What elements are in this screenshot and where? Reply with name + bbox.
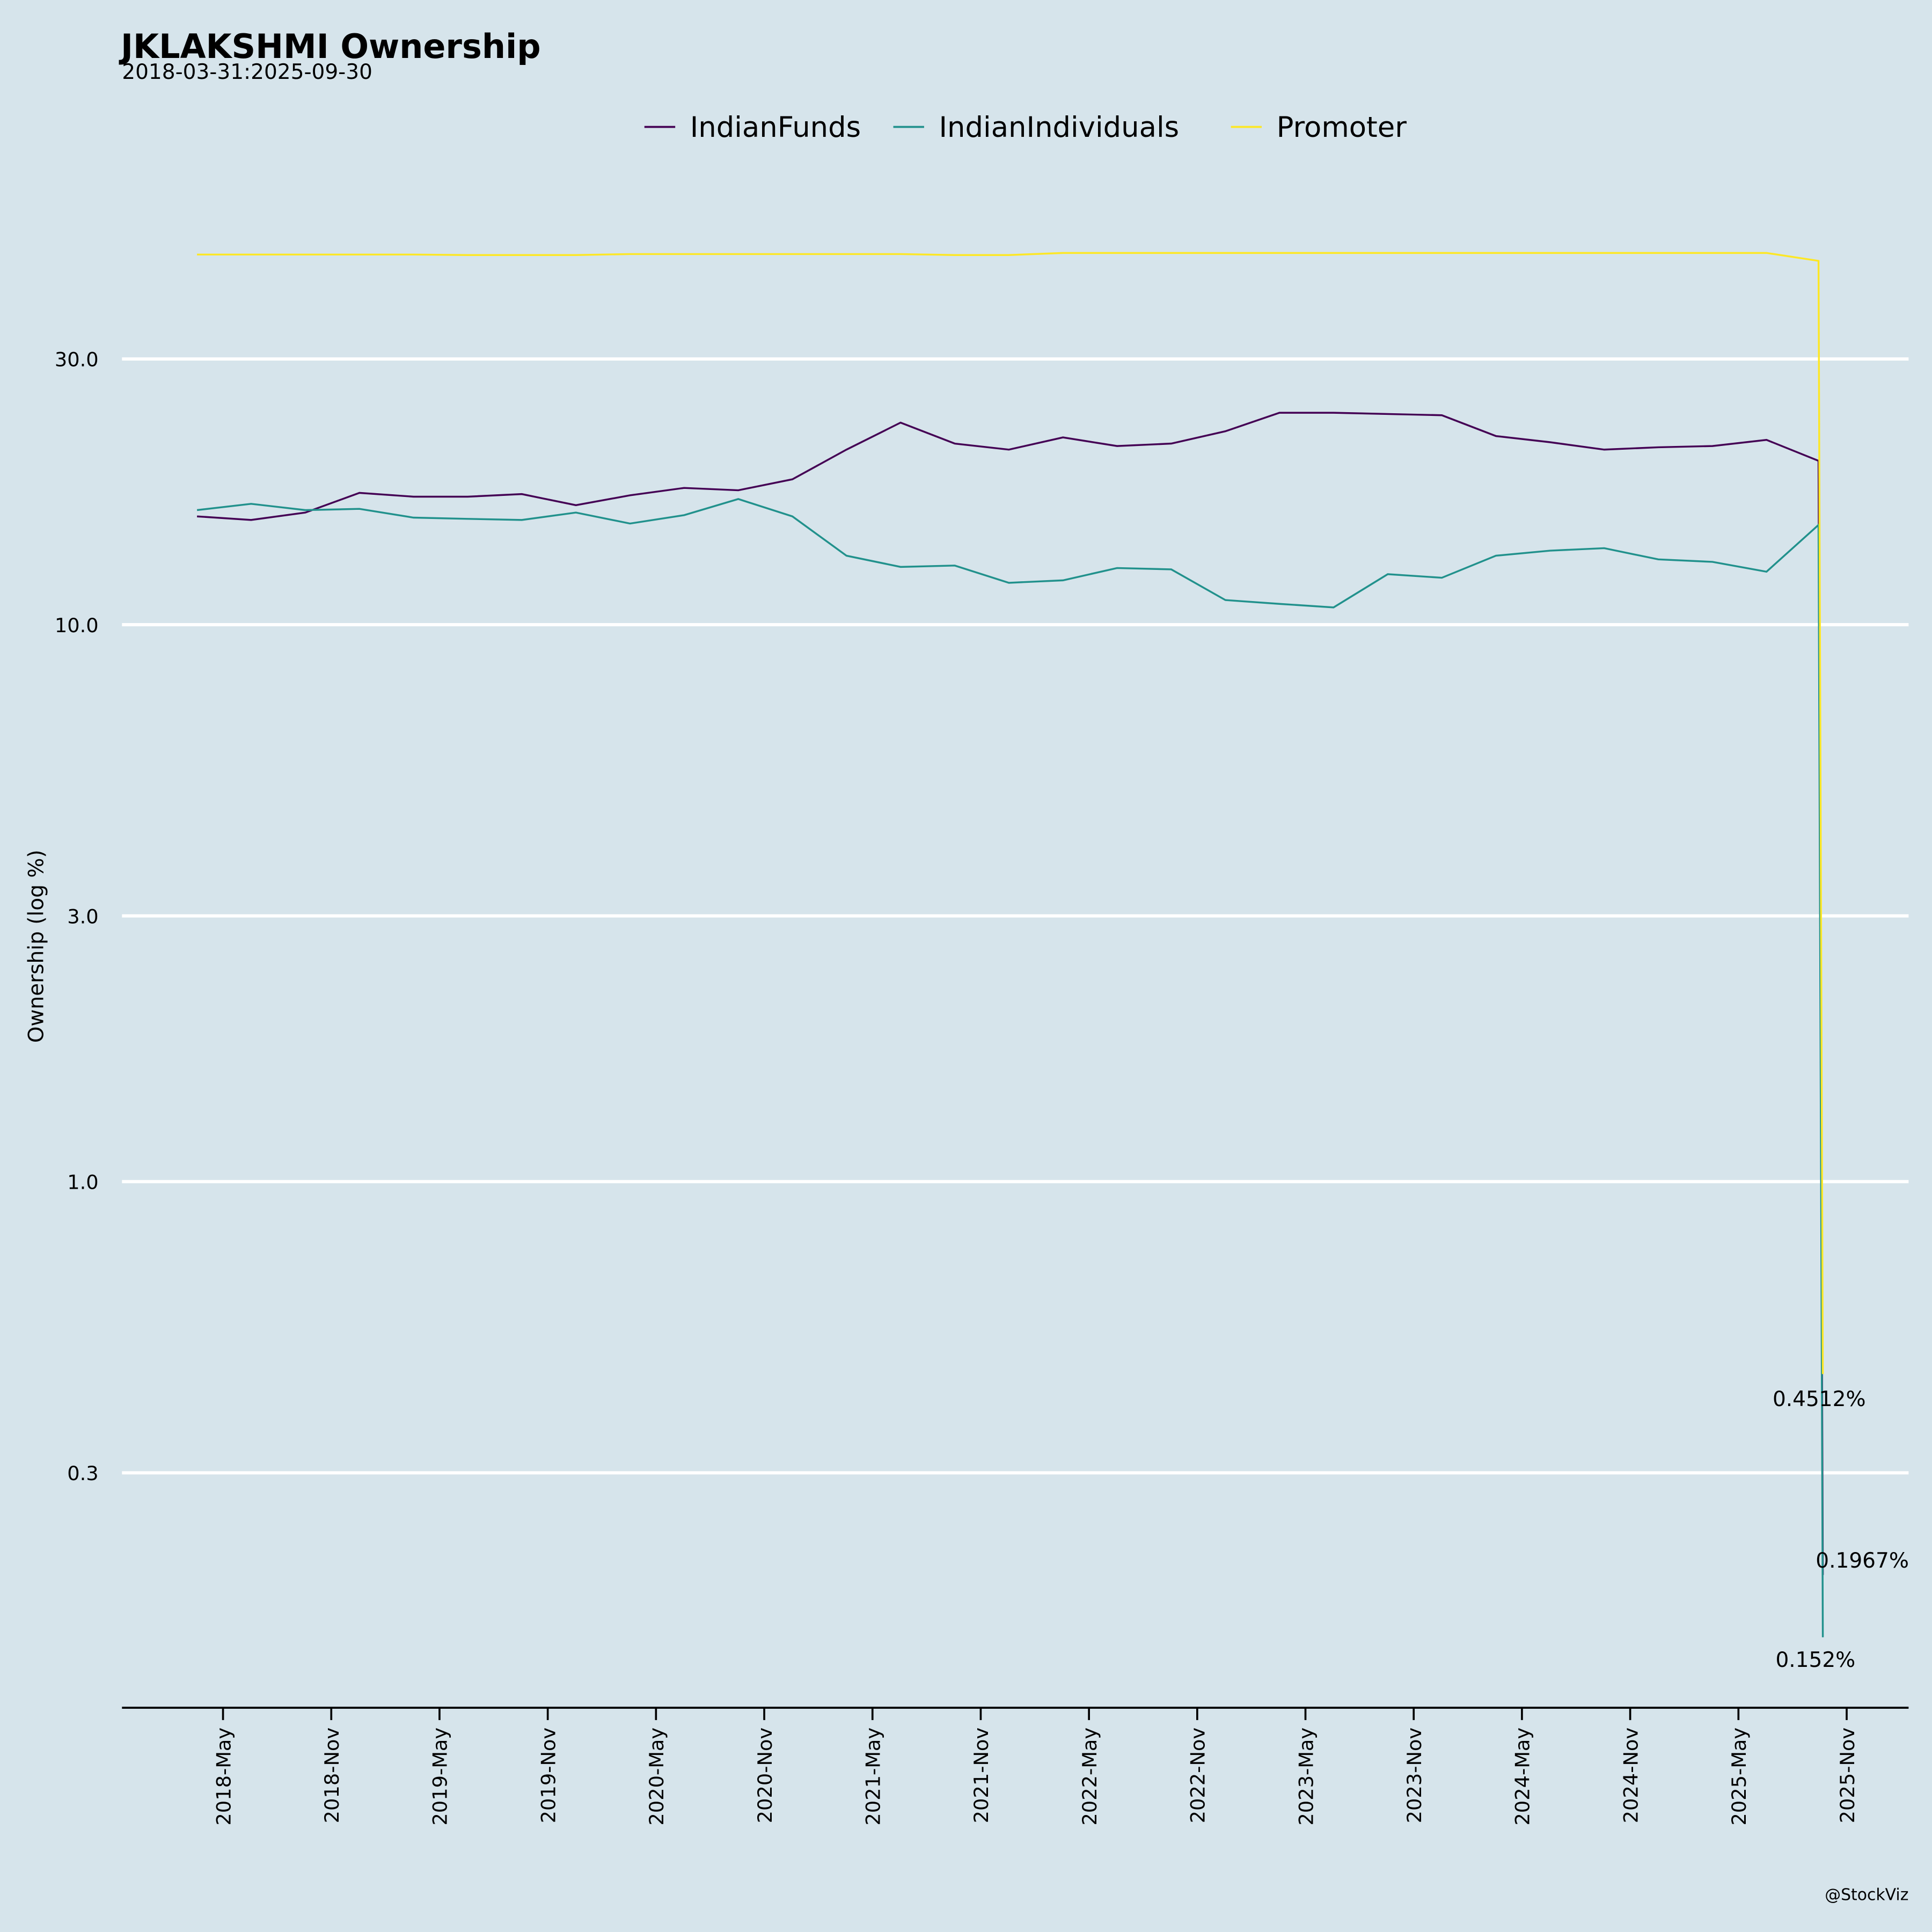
x-tick-label: 2020-Nov	[753, 1728, 777, 1823]
legend-label: IndianIndividuals	[939, 111, 1179, 144]
value-annotation: 0.152%	[1775, 1648, 1855, 1672]
x-tick-label: 2020-May	[645, 1728, 668, 1826]
annotations: 0.4512% 0.1967% 0.152%	[1773, 1387, 1909, 1672]
credit-label: @StockViz	[1825, 1885, 1908, 1904]
x-axis-ticks: 2018-May 2018-Nov 2019-May 2019-Nov 2020-May…	[212, 1708, 1859, 1826]
x-tick-label: 2019-May	[429, 1728, 452, 1826]
chart-title: JKLAKSHMI Ownership	[119, 27, 541, 66]
x-tick-label: 2021-May	[862, 1728, 885, 1826]
x-tick-label: 2024-May	[1511, 1728, 1534, 1826]
x-tick-label: 2024-Nov	[1619, 1728, 1642, 1823]
x-tick-label: 2022-May	[1078, 1728, 1101, 1826]
series-lines	[196, 252, 1824, 1637]
series-line-indianfunds	[197, 412, 1824, 1575]
y-tick-label: 3.0	[67, 905, 98, 928]
x-tick-label: 2025-May	[1728, 1728, 1751, 1826]
value-annotation: 0.4512%	[1773, 1387, 1866, 1411]
x-tick-label: 2022-Nov	[1187, 1728, 1210, 1823]
y-axis-ticks: 30.0 10.0 3.0 1.0 0.3	[55, 348, 99, 1485]
x-tick-label: 2023-May	[1294, 1728, 1318, 1826]
chart-subtitle: 2018-03-31:2025-09-30	[122, 60, 372, 84]
x-tick-label: 2018-May	[212, 1728, 235, 1826]
legend: IndianFunds IndianIndividuals Promoter	[644, 111, 1407, 144]
y-tick-label: 10.0	[55, 614, 99, 637]
series-line-indianindividuals	[196, 498, 1824, 1637]
gridlines	[122, 357, 1909, 1475]
y-tick-label: 0.3	[67, 1462, 98, 1485]
legend-label: Promoter	[1277, 111, 1407, 144]
x-tick-label: 2025-Nov	[1836, 1728, 1859, 1823]
series-line-promoter	[197, 252, 1824, 1374]
y-tick-label: 30.0	[55, 348, 99, 371]
legend-label: IndianFunds	[690, 111, 861, 144]
x-tick-label: 2021-Nov	[970, 1728, 993, 1823]
value-annotation: 0.1967%	[1816, 1549, 1909, 1573]
x-tick-label: 2018-Nov	[320, 1728, 343, 1823]
x-tick-label: 2019-Nov	[537, 1728, 560, 1823]
x-tick-label: 2023-Nov	[1403, 1728, 1426, 1823]
y-tick-label: 1.0	[67, 1171, 98, 1194]
y-axis-label: Ownership (log %)	[24, 850, 48, 1043]
